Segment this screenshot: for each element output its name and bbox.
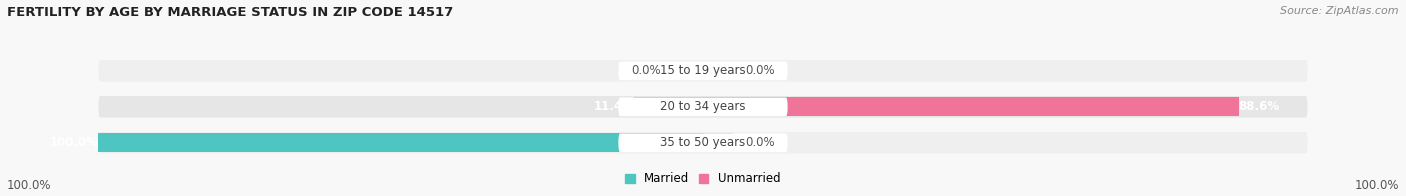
FancyBboxPatch shape [619, 133, 787, 152]
Bar [634, 97, 703, 116]
Text: 100.0%: 100.0% [7, 179, 52, 192]
FancyBboxPatch shape [619, 97, 787, 116]
Bar [703, 133, 734, 152]
Text: 100.0%: 100.0% [1354, 179, 1399, 192]
Text: 11.4%: 11.4% [593, 100, 634, 113]
Bar [703, 62, 734, 80]
Bar [703, 97, 1239, 116]
Text: 15 to 19 years: 15 to 19 years [661, 64, 745, 77]
Legend: Married, Unmarried: Married, Unmarried [620, 168, 786, 190]
Text: 35 to 50 years: 35 to 50 years [661, 136, 745, 149]
FancyBboxPatch shape [619, 62, 787, 80]
Text: FERTILITY BY AGE BY MARRIAGE STATUS IN ZIP CODE 14517: FERTILITY BY AGE BY MARRIAGE STATUS IN Z… [7, 6, 453, 19]
Text: 0.0%: 0.0% [631, 64, 661, 77]
FancyBboxPatch shape [98, 60, 1308, 82]
Text: Source: ZipAtlas.com: Source: ZipAtlas.com [1281, 6, 1399, 16]
FancyBboxPatch shape [98, 132, 1308, 153]
FancyBboxPatch shape [98, 96, 1308, 118]
Bar [672, 62, 703, 80]
Text: 0.0%: 0.0% [745, 64, 775, 77]
Bar [98, 133, 703, 152]
Text: 88.6%: 88.6% [1239, 100, 1279, 113]
Text: 100.0%: 100.0% [49, 136, 98, 149]
Text: 20 to 34 years: 20 to 34 years [661, 100, 745, 113]
Text: 0.0%: 0.0% [745, 136, 775, 149]
